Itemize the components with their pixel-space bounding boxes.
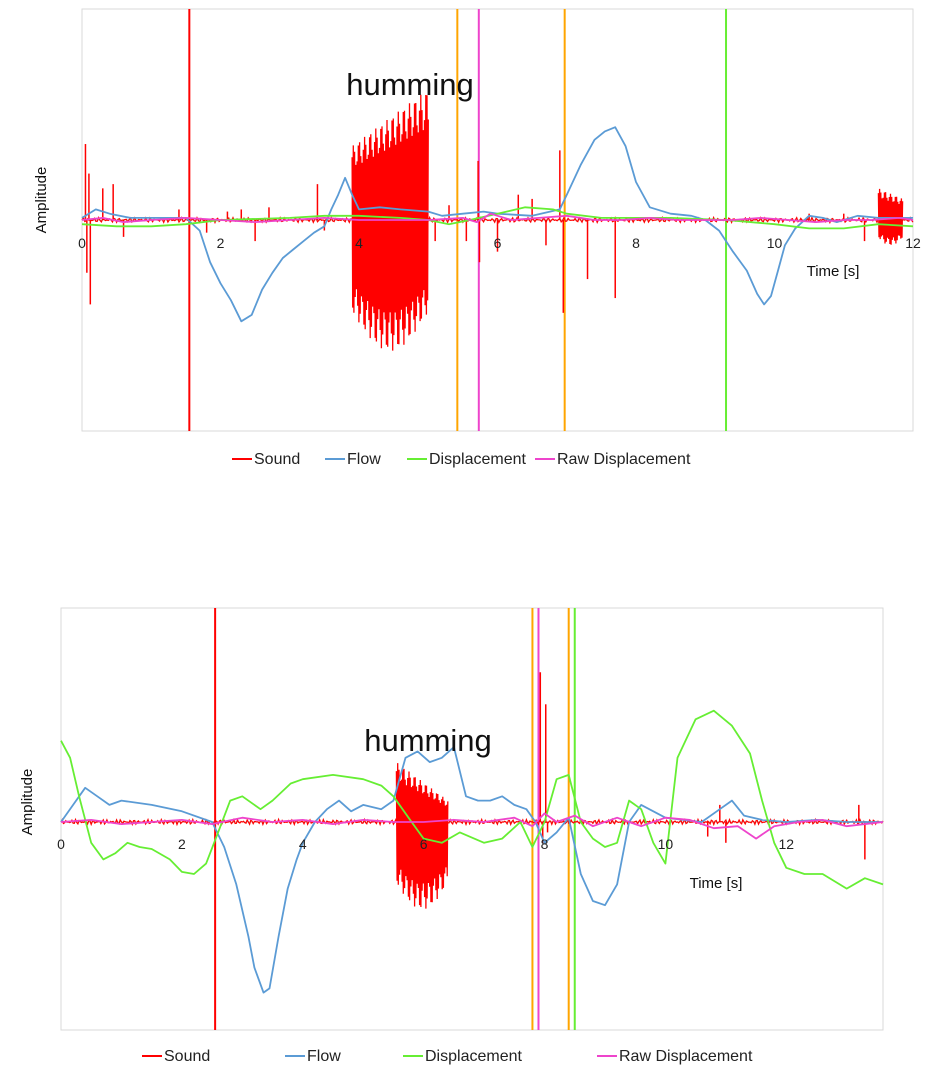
- legend: Sound Flow Displacement Raw Displacement: [142, 1048, 753, 1065]
- annotation-humming: humming: [346, 67, 474, 102]
- legend: Sound Flow Displacement Raw Displacement: [232, 451, 691, 468]
- x-tick-label: 4: [299, 836, 307, 852]
- series-raw-displacement: [81, 212, 914, 223]
- legend-label-displacement: Displacement: [425, 1048, 522, 1065]
- y-axis-label: Amplitude: [19, 769, 36, 836]
- chart-2: 0 2 4 6 8 10 12 Time [s] Amplitude humming Sound Fl…: [19, 607, 884, 1065]
- x-tick-label: 12: [905, 235, 921, 251]
- x-tick-label: 8: [541, 836, 549, 852]
- x-tick-label: 12: [779, 836, 795, 852]
- x-tick-label: 10: [767, 235, 783, 251]
- x-axis-label: Time [s]: [690, 875, 743, 892]
- x-tick-label: 6: [494, 235, 502, 251]
- legend-label-raw-displacement: Raw Displacement: [557, 451, 691, 468]
- legend-label-raw-displacement: Raw Displacement: [619, 1048, 753, 1065]
- x-tick-label: 6: [420, 836, 428, 852]
- annotation-humming: humming: [364, 723, 492, 758]
- x-tick-label: 8: [632, 235, 640, 251]
- legend-label-displacement: Displacement: [429, 451, 526, 468]
- sound-burst-1: [351, 94, 429, 351]
- series-displacement: [60, 709, 884, 890]
- legend-label-flow: Flow: [347, 451, 381, 468]
- x-tick-label: 10: [658, 836, 674, 852]
- x-tick-label: 2: [178, 836, 186, 852]
- legend-label-sound: Sound: [254, 451, 300, 468]
- chart-1: 0 2 4 6 8 10 12 Time [s] Amplitude humming Sound Fl…: [33, 8, 921, 468]
- legend-label-flow: Flow: [307, 1048, 341, 1065]
- x-tick-label: 4: [355, 235, 363, 251]
- series-raw-displacement: [60, 812, 884, 840]
- x-tick-label: 2: [217, 235, 225, 251]
- series-sound: [81, 94, 914, 351]
- plot-area: [60, 607, 884, 1031]
- sound-burst-1: [395, 763, 449, 909]
- legend-label-sound: Sound: [164, 1048, 210, 1065]
- x-axis-label: Time [s]: [807, 263, 860, 280]
- y-axis-label: Amplitude: [33, 167, 50, 234]
- series-flow: [81, 126, 913, 323]
- x-tick-label: 0: [78, 235, 86, 251]
- x-tick-label: 0: [57, 836, 65, 852]
